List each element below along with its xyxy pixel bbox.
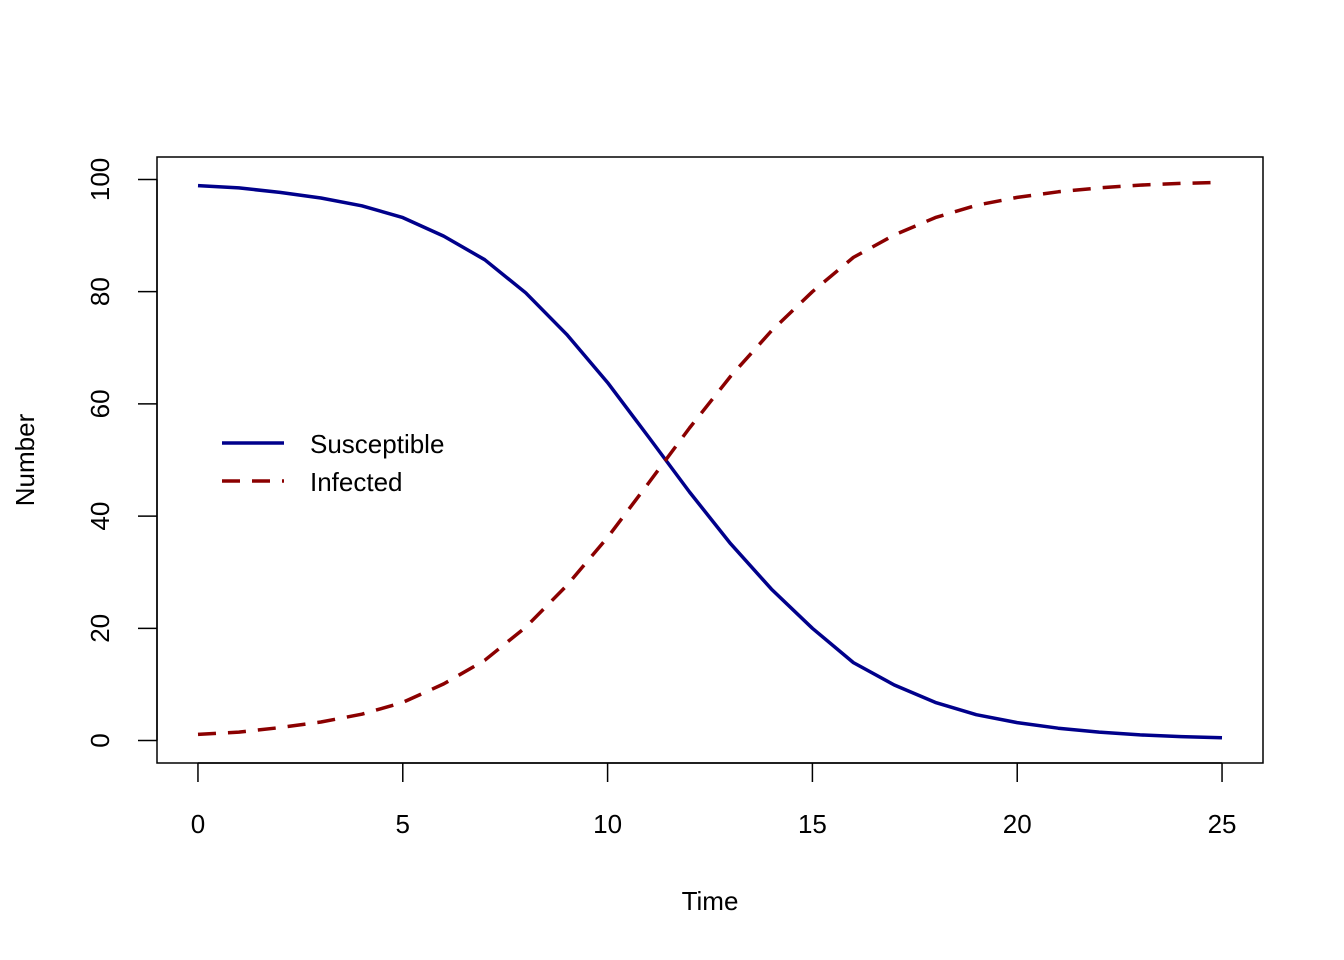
series-line-susceptible: [197, 183, 1223, 740]
y-tick-label: 80: [85, 277, 115, 306]
series-layer: [197, 180, 1223, 740]
legend: Susceptible Infected: [222, 429, 444, 497]
y-axis-label: Number: [10, 413, 40, 506]
y-axis: 0 20 40 60 80 100: [85, 158, 158, 748]
legend-label-infected: Infected: [310, 467, 403, 497]
y-tick-label: 60: [85, 389, 115, 418]
x-tick-label: 20: [1003, 809, 1032, 839]
x-tick-label: 10: [593, 809, 622, 839]
y-tick-label: 20: [85, 614, 115, 643]
legend-label-susceptible: Susceptible: [310, 429, 444, 459]
x-tick-label: 15: [798, 809, 827, 839]
y-tick-label: 0: [85, 733, 115, 747]
x-tick-label: 0: [191, 809, 205, 839]
x-tick-label: 25: [1208, 809, 1237, 839]
y-tick-label: 40: [85, 502, 115, 531]
x-axis: 0 5 10 15 20 25: [191, 762, 1237, 839]
x-axis-label: Time: [682, 886, 739, 916]
x-tick-label: 5: [396, 809, 410, 839]
y-tick-label: 100: [85, 158, 115, 201]
series-line-infected: [197, 180, 1223, 737]
plot-box: [156, 156, 1264, 764]
